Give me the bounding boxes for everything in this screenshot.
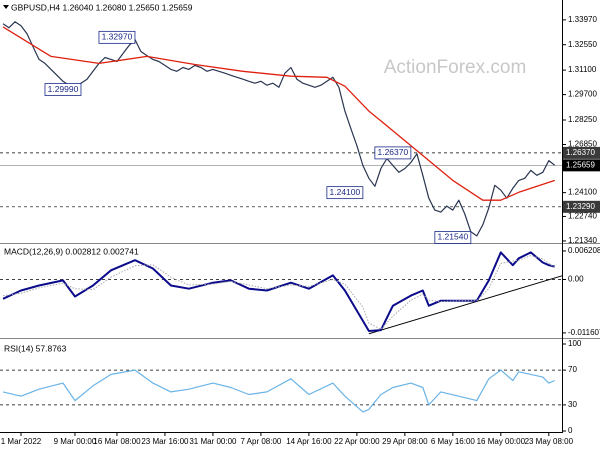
y-tick-label: 1.28250 [568,115,597,124]
level-label: 1.23290 [566,202,595,211]
annotation-box [44,83,82,96]
annotation-box [326,186,364,200]
annotation-box [434,231,472,244]
y-tick-label: 30 [568,400,577,409]
level-label-box [563,200,600,213]
annotation-box [374,146,412,160]
y-tick-label: 0.006208 [568,246,600,255]
y-tick-label: 0 [568,426,573,435]
level-label: 1.25659 [566,160,595,169]
panel-title: GBPUSD,H4 1.26040 1.26080 1.25650 1.2565… [11,2,193,12]
y-tick-label: 1.24100 [568,188,597,197]
y-tick-label: 70 [568,365,577,374]
x-tick-label: 23 Mar 16:00 [141,437,189,446]
y-tick-label: 1.33970 [568,15,597,24]
y-tick-label: 100 [568,339,582,348]
y-tick-label: 1.22740 [568,212,597,221]
x-tick-label: 16 Mar 08:00 [93,437,141,446]
x-tick-label: 16 May 00:00 [477,437,526,446]
x-tick-label: 7 Apr 08:00 [240,437,281,446]
x-tick-label: 6 May 16:00 [431,437,476,446]
y-tick-label: 1.21340 [568,236,597,245]
annotation-box [98,30,136,44]
symbol-icon [3,5,9,9]
watermark: ActionForex.com [384,57,527,78]
y-tick-label: 0.00 [568,275,584,284]
y-tick-label: -0.011607 [568,328,600,337]
level-label-box [563,146,600,159]
y-tick-label: 1.31100 [568,65,597,74]
x-tick-label: 14 Apr 16:00 [286,437,332,446]
series-line [2,369,556,413]
annotation-label: 1.32970 [102,32,133,42]
series-line [2,251,556,332]
annotation-label: 1.24100 [330,187,361,197]
annotation-label: 1.21540 [437,232,468,242]
x-tick-label: 31 Mar 00:00 [189,437,237,446]
x-tick-label: 22 Apr 00:00 [334,437,380,446]
y-tick-label: 1.32550 [568,40,597,49]
annotation-label: 1.26370 [377,147,408,157]
x-tick-label: 9 Mar 00:00 [54,437,97,446]
y-tick-label: 1.29700 [568,90,597,99]
x-tick-label: 29 Apr 08:00 [382,437,428,446]
annotation-label: 1.29990 [48,84,79,94]
x-tick-label: 1 Mar 2022 [1,437,42,446]
y-tick-label: 1.26850 [568,140,597,149]
level-label: 1.26370 [566,148,595,157]
series-line [2,255,556,330]
x-tick-label: 23 May 08:00 [525,437,574,446]
level-label-box [563,159,600,172]
series-line [2,21,556,237]
trendline [368,275,563,335]
panel-title: MACD(12,26,9) 0.002812 0.002741 [4,246,139,256]
series-line [2,26,556,201]
panel-title: RSI(14) 57.8763 [4,343,67,353]
